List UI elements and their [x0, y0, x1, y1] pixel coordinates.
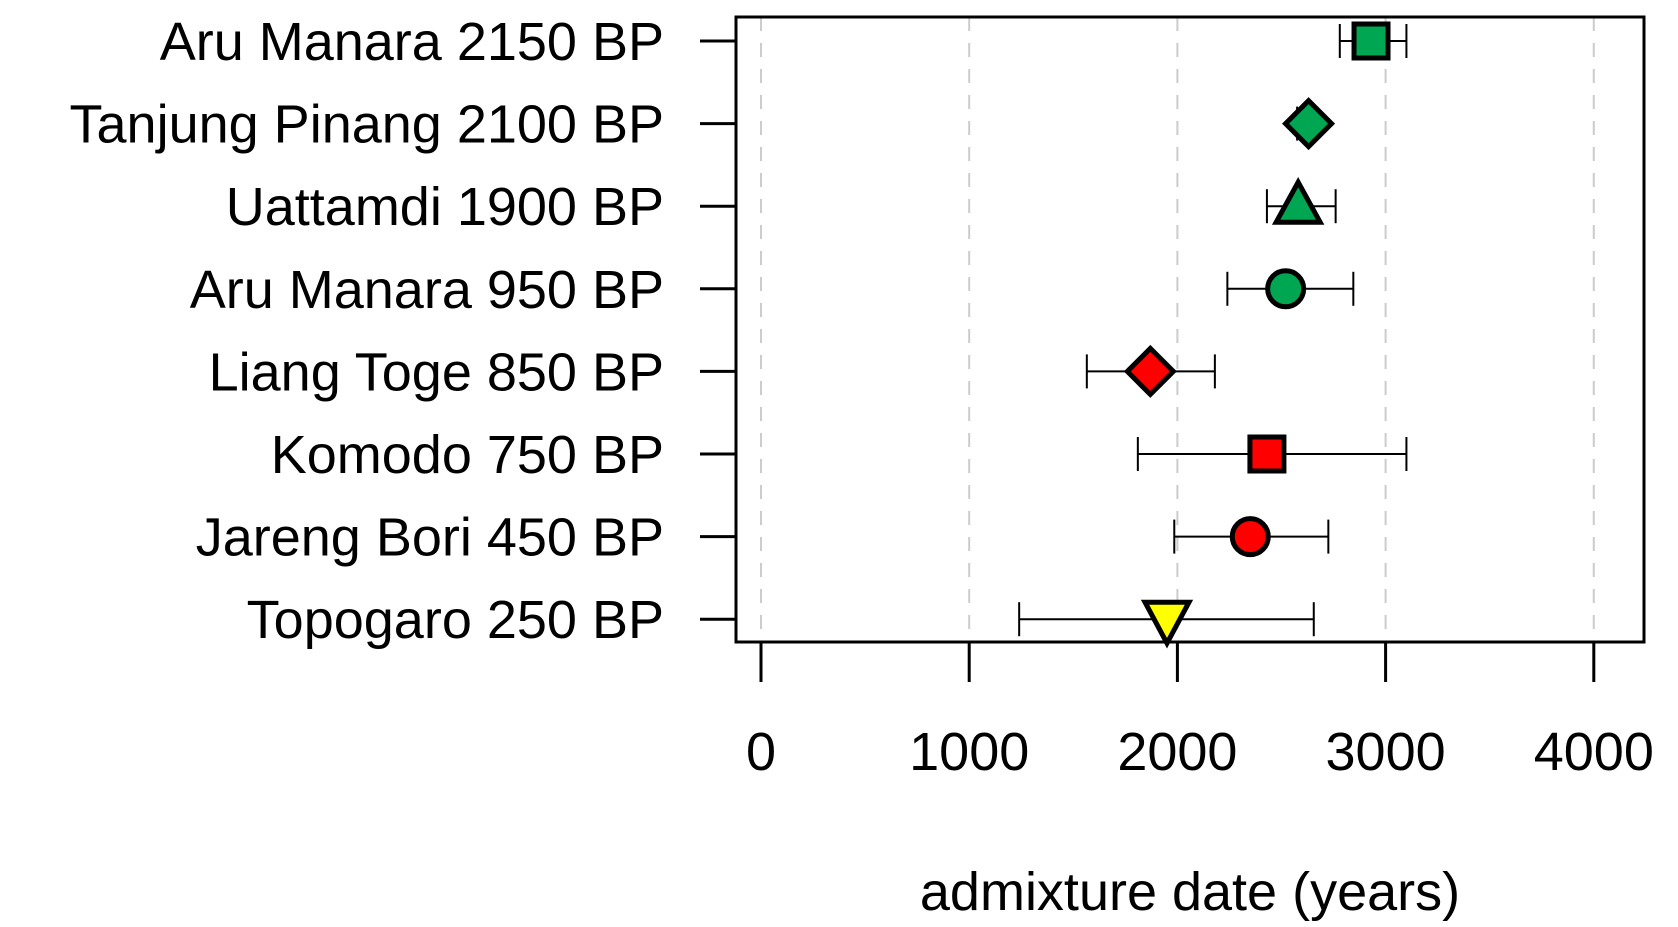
data-point-group — [1338, 21, 1408, 61]
y-tick-label: Aru Manara 2150 BP — [160, 12, 664, 72]
y-axis-labels: Aru Manara 2150 BP Tanjung Pinang 2100 BP… — [70, 12, 664, 650]
data-point-group — [1136, 434, 1408, 474]
data-marks — [1018, 21, 1408, 649]
x-tick-label: 2000 — [1117, 722, 1237, 782]
data-point-group — [1018, 599, 1315, 649]
data-point-group — [1282, 97, 1336, 151]
y-tick-label: Topogaro 250 BP — [247, 590, 664, 650]
data-point-group — [1265, 177, 1337, 225]
x-tick-label: 1000 — [909, 722, 1029, 782]
triangle-down-marker — [1140, 599, 1194, 649]
triangle-up-marker — [1271, 177, 1325, 225]
diamond-marker — [1123, 344, 1177, 398]
y-tick-label: Liang Toge 850 BP — [209, 342, 664, 402]
y-axis-ticks — [700, 39, 736, 621]
square-marker — [1351, 21, 1391, 61]
y-tick-label: Jareng Bori 450 BP — [196, 508, 664, 568]
y-tick-label: Komodo 750 BP — [271, 425, 664, 485]
diamond-marker — [1282, 97, 1336, 151]
x-tick-label: 4000 — [1534, 722, 1654, 782]
data-point-group — [1173, 516, 1330, 558]
x-axis-title: admixture date (years) — [920, 862, 1460, 922]
data-point-group — [1085, 344, 1216, 398]
data-point-group — [1226, 268, 1355, 310]
circle-marker — [1265, 268, 1307, 310]
x-axis: 0 1000 2000 3000 4000 — [746, 642, 1654, 782]
circle-marker — [1229, 516, 1271, 558]
y-tick-label: Aru Manara 950 BP — [190, 260, 664, 320]
x-tick-label: 0 — [746, 722, 776, 782]
y-tick-label: Tanjung Pinang 2100 BP — [70, 95, 664, 155]
y-tick-label: Uattamdi 1900 BP — [226, 177, 664, 237]
square-marker — [1247, 434, 1287, 474]
plot-frame — [734, 15, 1646, 644]
x-tick-label: 3000 — [1326, 722, 1446, 782]
grid-lines — [760, 17, 1595, 642]
